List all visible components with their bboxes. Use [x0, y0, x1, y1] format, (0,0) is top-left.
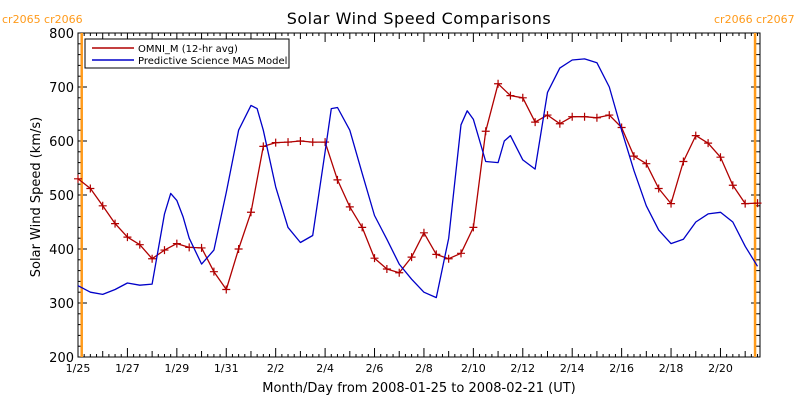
data-point-marker [419, 228, 428, 237]
data-point-marker [135, 240, 144, 249]
data-point-marker [172, 239, 181, 248]
data-point-marker [86, 184, 95, 193]
x-tick-label: 2/12 [510, 362, 535, 375]
data-point-marker [382, 264, 391, 273]
legend: OMNI_M (12-hr avg)Predictive Science MAS… [84, 38, 290, 69]
y-tick-label: 700 [49, 81, 74, 96]
data-point-marker [407, 253, 416, 262]
data-point-marker [185, 243, 194, 252]
data-point-marker [518, 93, 527, 102]
x-tick-label: 2/16 [609, 362, 634, 375]
data-point-marker [284, 138, 293, 147]
x-tick-label: 1/27 [115, 362, 140, 375]
data-point-marker [679, 157, 688, 166]
data-point-marker [296, 137, 305, 145]
data-point-marker [543, 111, 552, 120]
x-tick-label: 2/14 [560, 362, 585, 375]
x-tick-label: 2/10 [461, 362, 486, 375]
data-point-marker [568, 112, 577, 121]
data-point-marker [728, 181, 737, 190]
x-tick-label: 1/31 [214, 362, 239, 375]
legend-box [84, 38, 290, 69]
data-point-marker [395, 268, 404, 277]
data-point-marker [555, 119, 564, 128]
data-point-marker [592, 113, 601, 122]
data-point-marker [345, 202, 354, 211]
data-point-marker [333, 175, 342, 184]
data-point-marker [605, 111, 614, 120]
data-point-marker [358, 223, 367, 232]
y-tick-label: 400 [49, 243, 74, 258]
data-point-marker [753, 199, 762, 208]
data-point-marker [716, 153, 725, 162]
x-tick-label: 1/25 [66, 362, 91, 375]
data-point-marker [691, 131, 700, 140]
series-line-1 [77, 83, 758, 291]
plot-frame [77, 32, 761, 358]
data-point-marker [370, 254, 379, 263]
data-point-marker [741, 199, 750, 208]
data-point-marker [506, 91, 515, 100]
y-tick-label: 300 [49, 297, 74, 312]
data-point-marker [111, 219, 120, 228]
data-point-marker [197, 243, 206, 252]
data-point-marker [321, 138, 330, 147]
series-line-2 [77, 58, 759, 299]
data-point-marker [234, 245, 243, 253]
data-point-marker [432, 250, 441, 259]
x-tick-label: 2/20 [708, 362, 733, 375]
data-point-marker [209, 267, 218, 276]
data-point-marker [654, 184, 663, 193]
data-point-marker [457, 249, 466, 258]
data-point-marker [580, 112, 589, 121]
data-point-marker [246, 208, 255, 217]
data-point-marker [531, 118, 540, 127]
data-point-marker [629, 152, 638, 161]
y-tick-label: 200 [49, 351, 74, 366]
data-point-marker [494, 79, 503, 88]
data-point-marker [308, 138, 317, 147]
y-tick-label: 500 [49, 189, 74, 204]
chart-title: Solar Wind Speed Comparisons [287, 9, 552, 28]
data-point-marker [444, 254, 453, 263]
x-axis-label: Month/Day from 2008-01-25 to 2008-02-21 … [262, 381, 575, 396]
data-point-marker [259, 142, 268, 151]
x-tick-label: 2/2 [267, 362, 285, 375]
rotation-marker-label: cr2066 cr2067 [714, 13, 795, 26]
legend-label-2: Predictive Science MAS Model [138, 56, 287, 67]
x-tick-label: 2/4 [316, 362, 334, 375]
data-point-marker [98, 201, 107, 210]
rotation-marker-label: cr2065 cr2066 [2, 13, 83, 26]
x-tick-label: 1/29 [164, 362, 189, 375]
data-point-marker [74, 174, 82, 183]
y-tick-label: 800 [49, 27, 74, 42]
y-tick-label: 600 [49, 135, 74, 150]
legend-label-1: OMNI_M (12-hr avg) [138, 44, 238, 55]
data-point-marker [271, 138, 280, 147]
data-point-marker [222, 285, 231, 294]
data-point-marker [642, 159, 651, 168]
data-point-marker [148, 254, 157, 263]
x-tick-label: 2/8 [415, 362, 433, 375]
data-point-marker [704, 139, 713, 148]
data-point-marker [667, 199, 676, 208]
data-point-marker [481, 127, 490, 136]
x-tick-label: 2/18 [659, 362, 684, 375]
data-point-marker [123, 233, 132, 242]
data-point-marker [160, 246, 169, 255]
y-axis-label: Solar Wind Speed (km/s) [29, 117, 44, 277]
x-tick-label: 2/6 [366, 362, 384, 375]
data-point-marker [469, 223, 478, 232]
